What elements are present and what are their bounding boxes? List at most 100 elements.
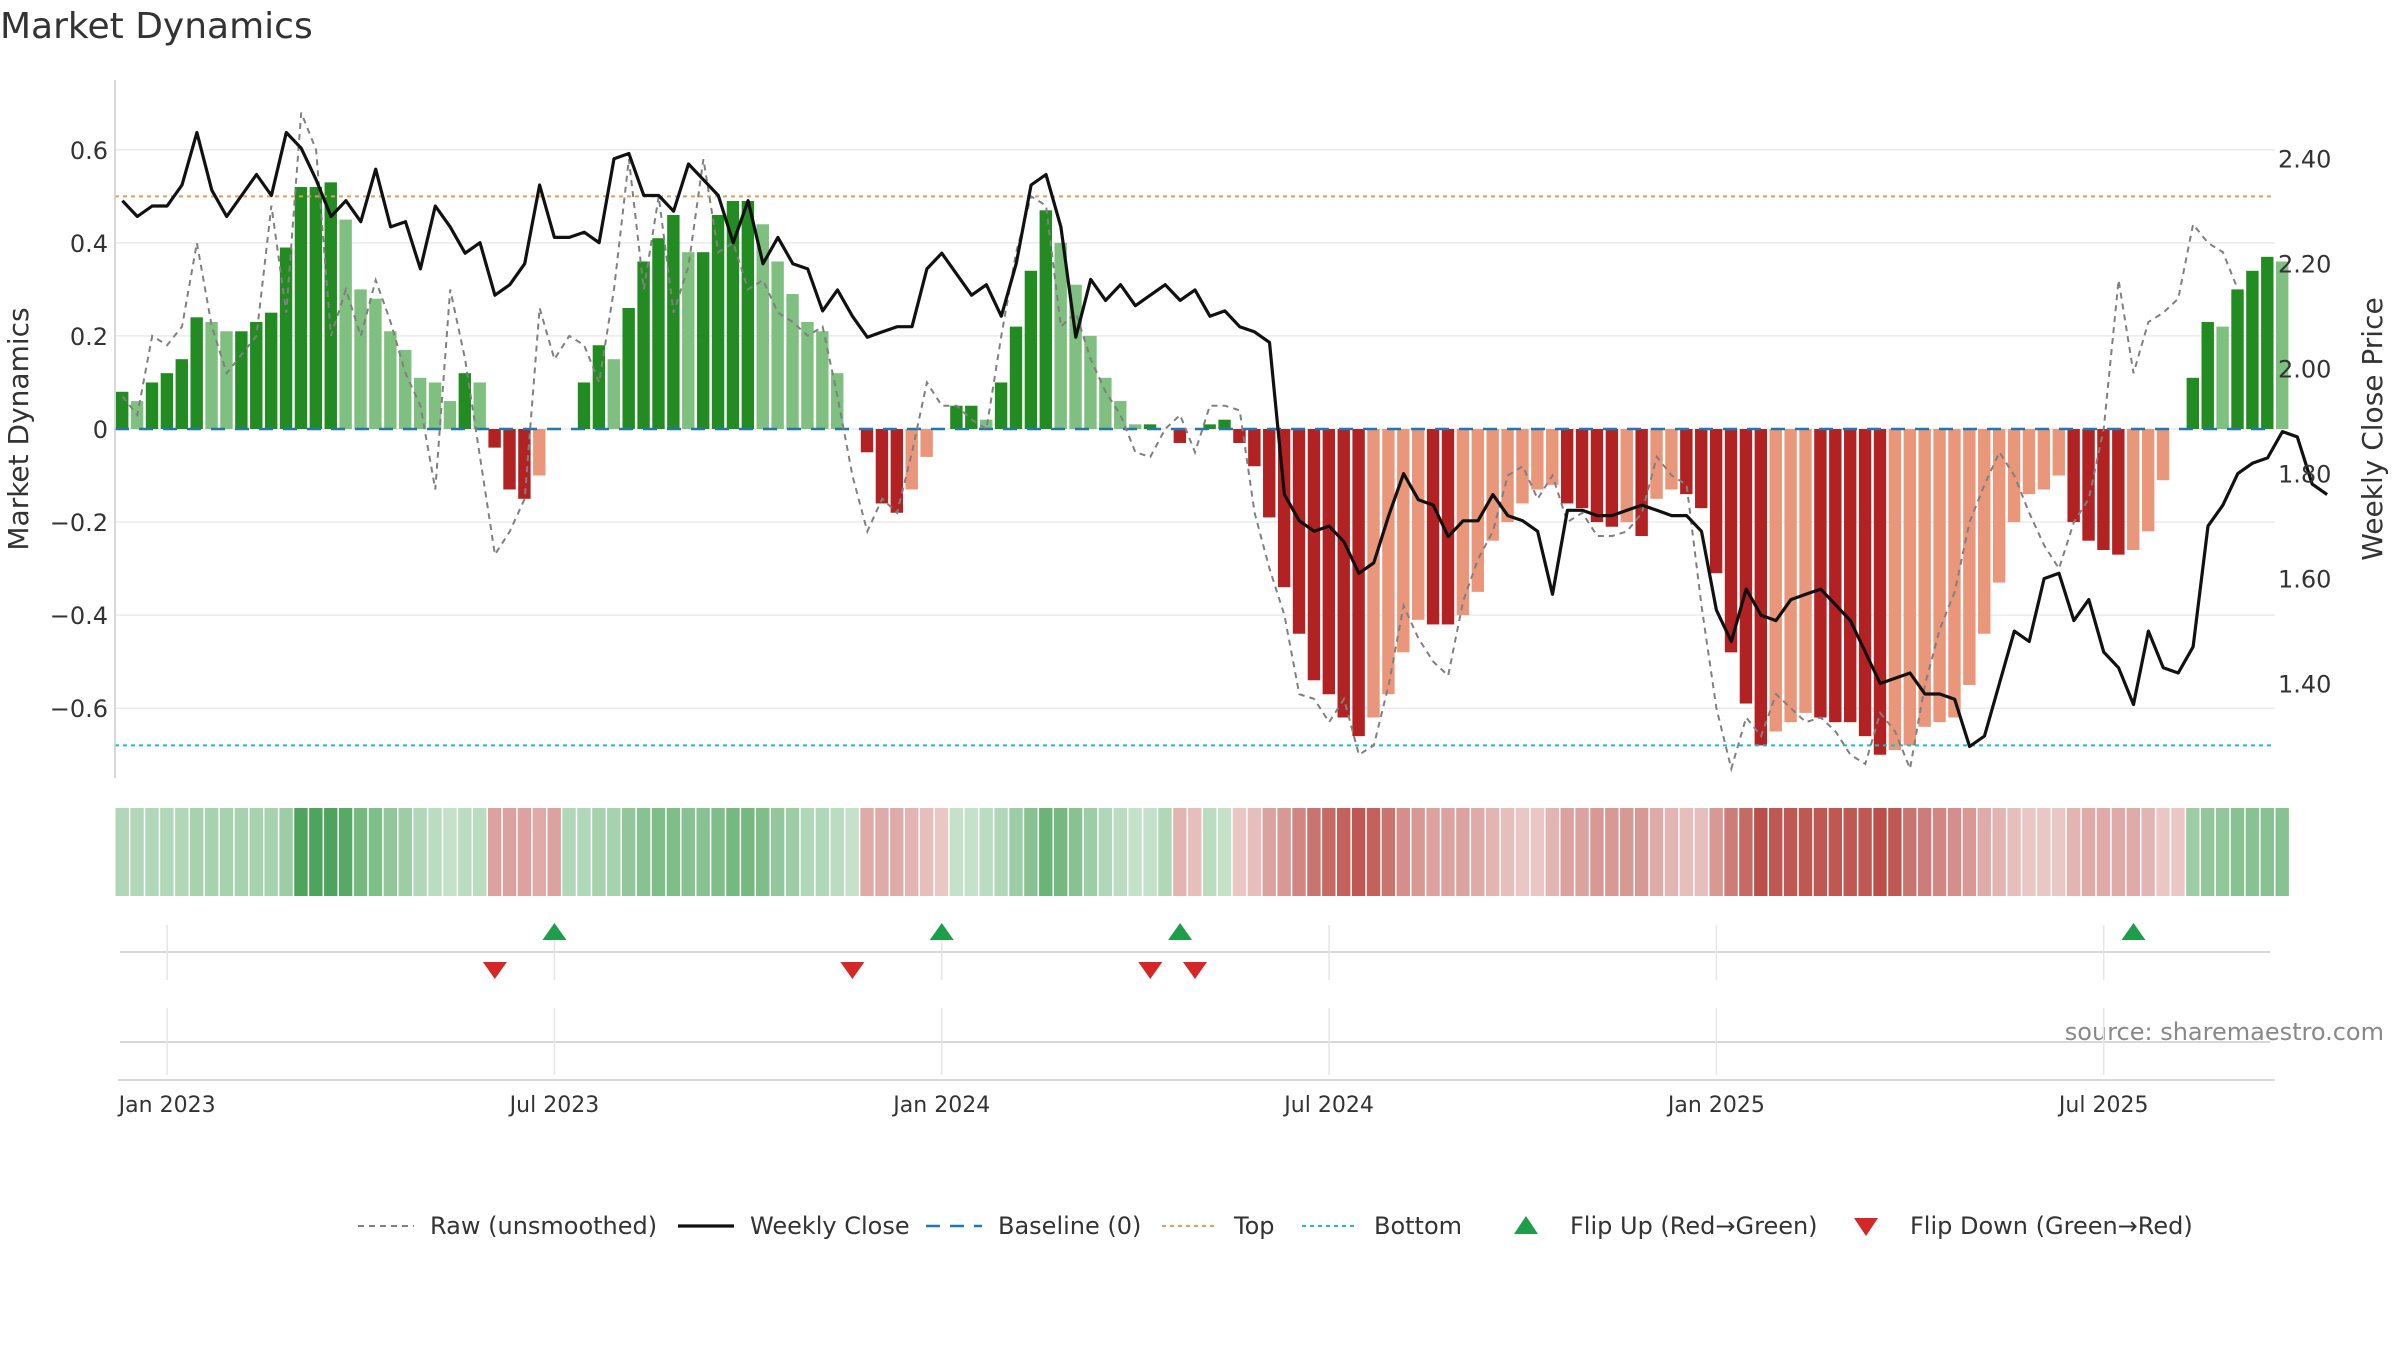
regime-cell xyxy=(383,808,398,896)
bar xyxy=(890,429,904,513)
bar xyxy=(1858,429,1872,737)
regime-cell xyxy=(1083,808,1098,896)
y2-tick-label: 1.80 xyxy=(2278,461,2331,489)
regime-cell xyxy=(1068,808,1083,896)
regime-cell xyxy=(532,808,546,896)
regime-cell xyxy=(145,808,159,896)
regime-cell xyxy=(2230,808,2245,896)
regime-cell xyxy=(1888,808,1902,896)
bar xyxy=(756,224,769,429)
bar xyxy=(2127,429,2140,550)
legend-label: Flip Up (Red→Green) xyxy=(1570,1212,1818,1240)
regime-cell xyxy=(1247,808,1262,896)
flip-up-marker xyxy=(2121,923,2146,940)
legend-layer: Raw (unsmoothed) Weekly Close Baseline (0)… xyxy=(358,1212,2193,1240)
bar xyxy=(1531,429,1544,490)
regime-cell xyxy=(2245,808,2260,896)
bar xyxy=(2231,289,2244,429)
bar xyxy=(1724,429,1738,653)
bar xyxy=(1769,429,1782,732)
bar xyxy=(1978,429,1991,634)
legend-item-top: Top xyxy=(1162,1212,1275,1240)
y-tick-label: −0.6 xyxy=(50,695,108,723)
regime-cell xyxy=(875,808,889,896)
regime-cell xyxy=(651,808,666,896)
regime-cell xyxy=(2007,808,2021,896)
regime-cell xyxy=(279,808,293,896)
legend-label: Weekly Close xyxy=(750,1212,910,1240)
bar xyxy=(1992,429,2006,583)
bar xyxy=(1665,429,1678,490)
bar xyxy=(1695,429,1708,509)
bar xyxy=(1114,401,1127,429)
bar xyxy=(1739,429,1753,704)
regime-cell xyxy=(1694,808,1708,896)
x-tick-label: Jan 2025 xyxy=(1666,1093,1765,1118)
regime-cell xyxy=(1664,808,1679,896)
regime-cell xyxy=(1828,808,1842,896)
regime-cell xyxy=(636,808,651,896)
regime-cell xyxy=(1441,808,1455,896)
bar xyxy=(2141,429,2155,532)
bar xyxy=(1084,335,1097,429)
regime-cell xyxy=(741,808,755,896)
x-tick-label: Jul 2023 xyxy=(508,1093,600,1118)
bar xyxy=(1412,429,1425,620)
bar xyxy=(2082,429,2095,541)
regime-cell xyxy=(726,808,740,896)
regime-cell xyxy=(309,808,323,896)
bar xyxy=(250,321,263,429)
regime-cell xyxy=(1158,808,1172,896)
regime-cell xyxy=(770,808,785,896)
legend-item-flip_up: Flip Up (Red→Green) xyxy=(1514,1212,1818,1240)
y2-tick-label: 2.00 xyxy=(2278,356,2331,384)
regime-cell xyxy=(681,808,695,896)
bar xyxy=(1397,429,1410,653)
regime-cell xyxy=(934,808,949,896)
regime-cell xyxy=(2126,808,2140,896)
regime-cell xyxy=(949,808,964,896)
regime-cell xyxy=(1366,808,1381,896)
regime-cell xyxy=(160,808,174,896)
legend-label: Top xyxy=(1233,1212,1275,1240)
regime-cell xyxy=(1292,808,1306,896)
bar xyxy=(2201,321,2214,429)
flip-up-marker xyxy=(1168,923,1193,940)
y-tick-label: 0 xyxy=(93,416,108,444)
bar xyxy=(577,382,591,429)
bar xyxy=(726,200,740,429)
bar xyxy=(875,429,889,504)
bar xyxy=(339,219,352,429)
bar xyxy=(1873,429,1887,755)
x-tick-label: Jul 2024 xyxy=(1282,1093,1374,1118)
regime-cell xyxy=(502,808,517,896)
bar xyxy=(2216,326,2229,429)
regime-cell xyxy=(1277,808,1291,896)
regime-cell xyxy=(1411,808,1425,896)
regime-cell xyxy=(1009,808,1023,896)
bar xyxy=(1888,429,1902,751)
bar xyxy=(1784,429,1797,723)
flip-up-marker xyxy=(542,923,567,940)
regime-cell xyxy=(1337,808,1351,896)
regime-cell xyxy=(785,808,800,896)
regime-cell xyxy=(2022,808,2036,896)
regime-cell xyxy=(577,808,591,896)
bar xyxy=(1128,424,1142,429)
regime-cell xyxy=(562,808,576,896)
bar xyxy=(503,429,516,490)
bar xyxy=(488,429,501,448)
chart-title: Market Dynamics xyxy=(0,6,313,47)
bar xyxy=(369,298,382,429)
regime-cell xyxy=(1947,808,1962,896)
regime-cell xyxy=(607,808,621,896)
regime-cell xyxy=(1709,808,1723,896)
regime-cell xyxy=(458,808,472,896)
regime-cell xyxy=(413,808,427,896)
regime-cell xyxy=(696,808,710,896)
regime-cell xyxy=(1977,808,1991,896)
regime-cell xyxy=(130,808,144,896)
regime-cell xyxy=(2275,808,2289,896)
